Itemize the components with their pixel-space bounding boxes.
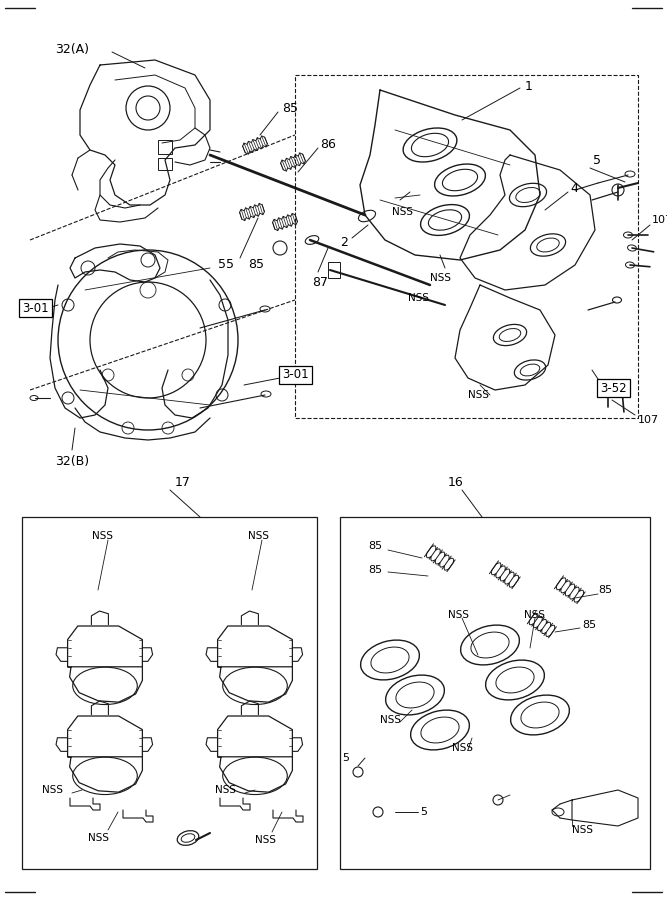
Text: 86: 86 (320, 138, 336, 150)
Text: 85: 85 (368, 565, 382, 575)
Bar (328, 262, 340, 278)
Text: 2: 2 (340, 236, 348, 248)
Text: 85: 85 (582, 620, 596, 630)
Text: 55: 55 (218, 258, 234, 272)
Text: 3-01: 3-01 (282, 368, 309, 382)
Bar (340, 517, 650, 869)
Text: NSS: NSS (380, 715, 401, 725)
Text: 3-01: 3-01 (22, 302, 49, 314)
Text: 5: 5 (342, 753, 349, 763)
Text: 85: 85 (598, 585, 612, 595)
Text: 85: 85 (248, 258, 264, 272)
Text: NSS: NSS (572, 825, 593, 835)
Text: NSS: NSS (215, 785, 236, 795)
Bar (158, 158, 172, 170)
Text: 107: 107 (652, 215, 667, 225)
Text: 32(B): 32(B) (55, 455, 89, 469)
Text: NSS: NSS (92, 531, 113, 541)
Bar (158, 140, 172, 154)
Text: NSS: NSS (408, 293, 429, 303)
Text: 32(A): 32(A) (55, 43, 89, 57)
Text: NSS: NSS (42, 785, 63, 795)
Text: NSS: NSS (392, 207, 413, 217)
Text: NSS: NSS (88, 833, 109, 843)
Text: 107: 107 (638, 415, 659, 425)
Text: NSS: NSS (255, 835, 276, 845)
Text: 17: 17 (175, 475, 191, 489)
Text: 85: 85 (282, 102, 298, 114)
Text: NSS: NSS (448, 610, 469, 620)
Text: NSS: NSS (248, 531, 269, 541)
Bar (22, 517, 317, 869)
Text: NSS: NSS (452, 743, 473, 753)
Text: 4: 4 (570, 182, 578, 194)
Text: 16: 16 (448, 475, 464, 489)
Text: 5: 5 (420, 807, 427, 817)
Text: 3-52: 3-52 (600, 382, 626, 394)
Text: NSS: NSS (430, 273, 451, 283)
Text: 85: 85 (368, 541, 382, 551)
Text: 5: 5 (593, 154, 601, 166)
Text: NSS: NSS (524, 610, 545, 620)
Text: 1: 1 (525, 79, 533, 93)
Text: 87: 87 (312, 275, 328, 289)
Text: NSS: NSS (468, 390, 489, 400)
